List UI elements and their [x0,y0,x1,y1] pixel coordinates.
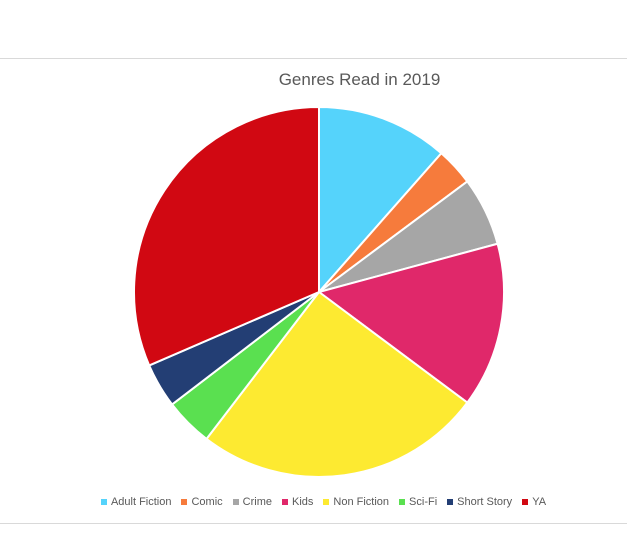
legend-item: Adult Fiction [100,496,172,508]
legend-swatch [399,499,406,505]
legend-item: YA [522,496,546,508]
pie-slice-ya [133,106,320,367]
legend-item: Kids [282,496,313,508]
legend-swatch [100,499,107,505]
legend-swatch [447,499,454,505]
chart-title: Genres Read in 2019 [278,70,441,89]
chart-top-border [0,58,627,59]
legend-item: Non Fiction [323,496,389,508]
pie-slice-non-fiction [205,291,469,478]
legend-item: Short Story [447,496,512,508]
legend-label: Sci-Fi [409,496,438,508]
legend-swatch [323,499,330,505]
pie-slice-adult-fiction [318,106,443,293]
legend-swatch [282,499,288,505]
chart-legend: Adult Fiction Comic Crime Kids Non Fiction Sc… [0,496,627,508]
chart-bottom-border [0,523,627,524]
legend-label: Comic [191,496,223,508]
legend-swatch [522,499,529,505]
legend-label: Crime [242,496,272,508]
legend-label: Short Story [457,496,513,508]
legend-label: YA [532,496,547,508]
legend-swatch [181,499,188,505]
legend-swatch [232,499,239,505]
legend-label: Adult Fiction [110,496,172,508]
legend-item: Sci-Fi [399,496,437,508]
pie-slice-kids [318,242,505,404]
legend-label: Kids [292,496,314,508]
legend-item: Crime [232,496,272,508]
legend-label: Non Fiction [333,496,390,508]
legend-item: Comic [181,496,223,508]
